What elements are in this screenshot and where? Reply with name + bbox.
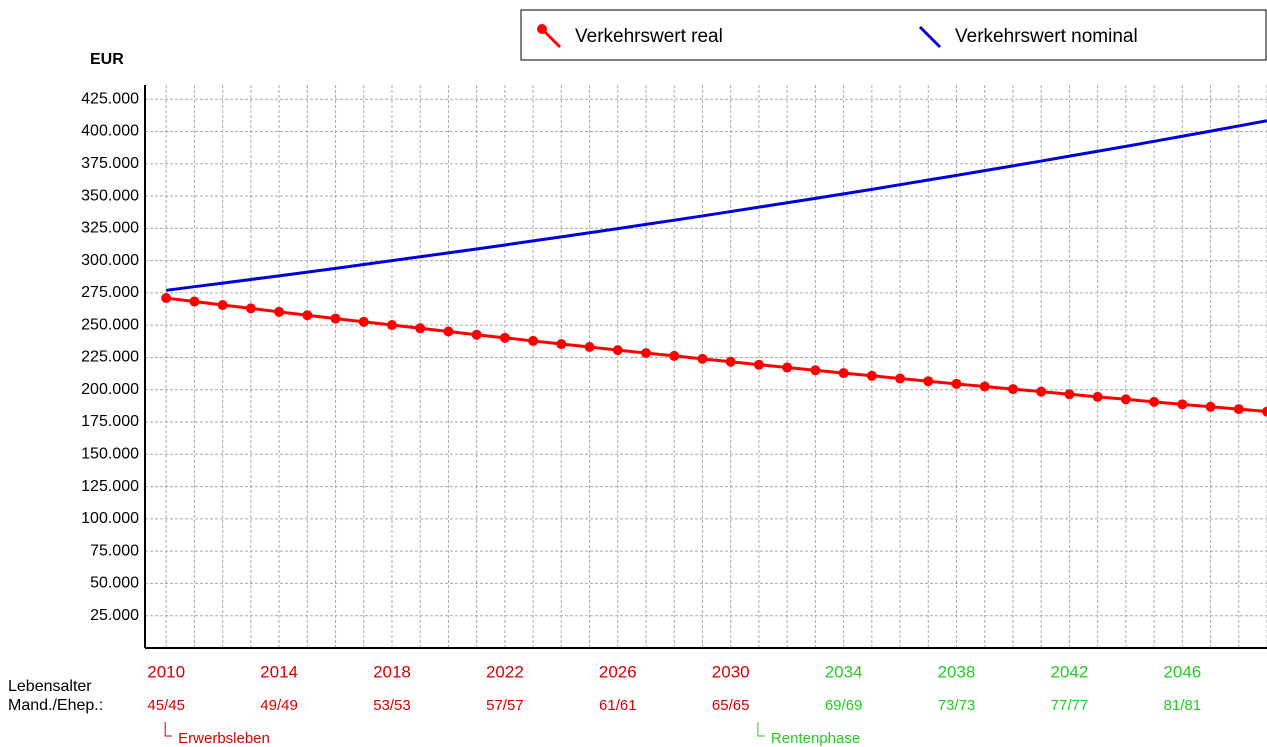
age-label: 73/73 — [938, 697, 976, 714]
data-point — [612, 345, 623, 356]
data-point — [386, 320, 397, 331]
data-point — [895, 373, 906, 384]
data-point — [1262, 406, 1267, 417]
data-point — [443, 326, 454, 337]
data-point — [1120, 394, 1131, 405]
data-point — [1205, 401, 1216, 412]
y-tick-label: 275.000 — [81, 284, 139, 301]
y-tick-label: 100.000 — [81, 510, 139, 527]
y-tick-label: 375.000 — [81, 155, 139, 172]
y-tick-label: 25.000 — [90, 607, 139, 624]
phase-label: Rentenphase — [771, 730, 860, 747]
y-tick-label: 425.000 — [81, 90, 139, 107]
age-label: 53/53 — [373, 697, 411, 714]
data-point — [161, 293, 172, 304]
data-point — [951, 378, 962, 389]
legend-label: Verkehrswert real — [575, 26, 723, 47]
age-label: 77/77 — [1051, 697, 1089, 714]
data-point — [415, 323, 426, 334]
age-label: 65/65 — [712, 697, 750, 714]
age-label: 49/49 — [260, 697, 298, 714]
y-tick-label: 225.000 — [81, 349, 139, 366]
data-point — [1007, 384, 1018, 395]
phase-label: Erwerbsleben — [178, 730, 270, 747]
y-tick-label: 300.000 — [81, 252, 139, 269]
data-point — [669, 350, 680, 361]
data-point — [274, 306, 285, 317]
x-tick-label: 2014 — [260, 662, 298, 681]
x-tick-label: 2046 — [1163, 662, 1201, 681]
series-line — [165, 119, 1267, 292]
y-tick-label: 50.000 — [90, 575, 139, 592]
legend-swatch — [918, 25, 942, 49]
phase-marker — [757, 722, 765, 737]
data-point — [1233, 404, 1244, 415]
data-point — [923, 376, 934, 387]
data-point — [1064, 389, 1075, 400]
data-point — [1177, 399, 1188, 410]
data-point — [1149, 396, 1160, 407]
data-point — [556, 339, 567, 350]
age-label: 81/81 — [1164, 697, 1202, 714]
data-point — [866, 370, 877, 381]
x-tick-label: 2042 — [1051, 662, 1089, 681]
age-label: 69/69 — [825, 697, 863, 714]
x-tick-label: 2018 — [373, 662, 411, 681]
y-tick-label: 75.000 — [90, 542, 139, 559]
y-tick-label: 250.000 — [81, 316, 139, 333]
x-tick-label: 2030 — [712, 662, 750, 681]
data-point — [189, 296, 200, 307]
data-point — [499, 332, 510, 343]
age-label: 45/45 — [147, 697, 185, 714]
phase-marker — [164, 722, 173, 737]
data-point — [810, 365, 821, 376]
x-tick-label: 2038 — [938, 662, 976, 681]
data-point — [697, 353, 708, 364]
data-point — [753, 359, 764, 370]
y-tick-label: 350.000 — [81, 187, 139, 204]
data-point — [979, 381, 990, 392]
x-tick-label: 2010 — [147, 662, 185, 681]
data-point — [245, 303, 256, 314]
data-point — [302, 310, 313, 321]
age-row-label: Mand./Ehep.: — [8, 697, 103, 714]
data-point — [838, 368, 849, 379]
y-tick-label: 175.000 — [81, 413, 139, 430]
legend-box — [520, 9, 1267, 61]
data-point — [358, 316, 369, 327]
data-point — [330, 313, 341, 324]
legend-marker — [537, 24, 547, 34]
data-point — [471, 329, 482, 340]
data-point — [725, 356, 736, 367]
y-tick-label: 325.000 — [81, 220, 139, 237]
y-unit: EUR — [90, 51, 124, 68]
data-point — [1092, 391, 1103, 402]
y-tick-label: 400.000 — [81, 123, 139, 140]
data-point — [782, 362, 793, 373]
series-line — [165, 296, 1267, 414]
data-point — [584, 342, 595, 353]
data-point — [217, 300, 228, 311]
legend-label: Verkehrswert nominal — [955, 26, 1138, 47]
age-label: 61/61 — [599, 697, 637, 714]
data-point — [1036, 386, 1047, 397]
y-tick-label: 125.000 — [81, 478, 139, 495]
y-tick-label: 200.000 — [81, 381, 139, 398]
x-tick-label: 2026 — [599, 662, 637, 681]
age-label: 57/57 — [486, 697, 524, 714]
age-row-label: Lebensalter — [8, 678, 92, 695]
y-tick-label: 150.000 — [81, 446, 139, 463]
data-point — [528, 335, 539, 346]
x-tick-label: 2022 — [486, 662, 524, 681]
data-point — [641, 348, 652, 359]
x-tick-label: 2034 — [825, 662, 863, 681]
